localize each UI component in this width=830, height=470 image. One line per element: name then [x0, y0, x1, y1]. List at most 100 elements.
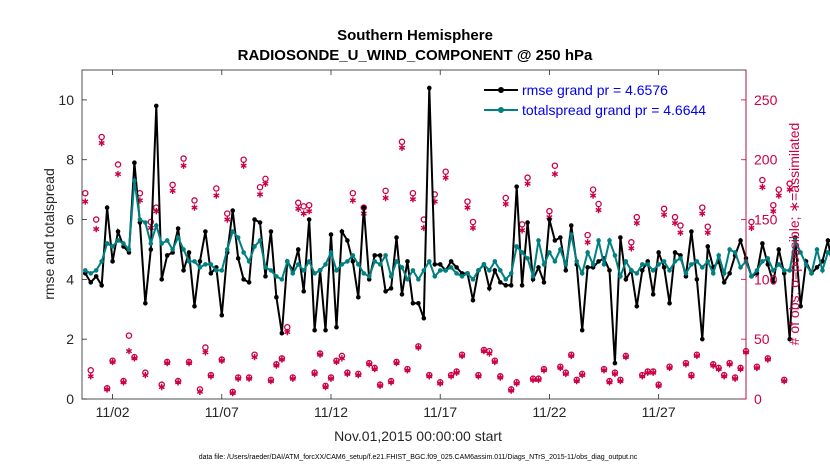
x-axis: 11/02 11/07 11/12 11/17 11/22 11/27	[96, 70, 676, 420]
series-point-totalspread	[110, 244, 115, 249]
series-point-totalspread	[121, 241, 126, 246]
obs-assimilated-marker	[393, 359, 400, 367]
series-point-totalspread	[492, 259, 498, 264]
obs-assimilated-marker	[366, 361, 373, 368]
series-point-rmse	[219, 312, 225, 318]
series-point-totalspread	[345, 259, 350, 264]
series-point-rmse	[88, 280, 94, 285]
obs-assimilated-marker	[256, 191, 264, 198]
series-point-totalspread	[568, 232, 574, 237]
obs-assimilated-marker	[699, 210, 706, 217]
obs-assimilated-marker	[191, 204, 198, 211]
obs-assimilated-marker	[513, 380, 520, 387]
series-point-totalspread	[656, 262, 661, 267]
legend-marker-rmse	[498, 87, 504, 93]
obs-assimilated-marker	[764, 356, 771, 363]
series-point-totalspread	[361, 271, 367, 276]
obs-assimilated-marker	[240, 162, 247, 169]
series-point-totalspread	[268, 268, 274, 273]
obs-assimilated-marker	[295, 205, 302, 212]
series-point-rmse	[639, 268, 645, 273]
obs-assimilated-marker	[726, 361, 733, 368]
obs-assimilated-marker	[273, 362, 280, 369]
obs-assimilated-marker	[518, 227, 526, 234]
obs-assimilated-marker	[251, 353, 258, 361]
series-point-totalspread	[235, 235, 241, 240]
obs-assimilated-marker	[349, 197, 356, 204]
obs-assimilated-marker	[371, 365, 378, 373]
obs-assimilated-marker	[82, 198, 89, 205]
obs-possible-marker	[213, 185, 220, 192]
series-point-rmse	[798, 303, 803, 309]
series-point-rmse	[771, 280, 776, 285]
series-point-rmse	[487, 286, 492, 291]
obs-assimilated-marker	[344, 370, 351, 378]
obs-assimilated-marker	[448, 373, 455, 380]
series-point-rmse	[110, 259, 115, 264]
legend-marker-totalspread	[498, 107, 504, 113]
series-point-rmse	[99, 283, 104, 288]
series-point-rmse	[263, 274, 268, 279]
y-right-tick-label: 200	[754, 152, 778, 168]
obs-assimilated-marker	[633, 219, 640, 227]
series-point-rmse	[618, 235, 623, 240]
obs-assimilated-marker	[196, 388, 204, 395]
series-point-totalspread	[454, 271, 459, 276]
obs-assimilated-marker	[202, 349, 209, 356]
obs-assimilated-marker	[442, 174, 449, 181]
series-point-totalspread	[798, 250, 803, 255]
series-point-totalspread	[552, 259, 558, 264]
x-axis-label: Nov.01,2015 00:00:00 start	[334, 428, 502, 444]
line-layer	[82, 85, 830, 366]
series-point-totalspread	[563, 262, 569, 267]
series-point-totalspread	[175, 235, 181, 240]
series-point-rmse	[508, 283, 514, 288]
obs-assimilated-marker	[437, 380, 444, 387]
series-point-totalspread	[126, 247, 132, 252]
obs-possible-marker	[92, 216, 100, 223]
series-point-totalspread	[781, 268, 787, 273]
series-point-totalspread	[290, 271, 296, 276]
obs-possible-marker	[775, 186, 783, 193]
obs-assimilated-marker	[409, 196, 417, 203]
y-right-tick-label: 100	[754, 271, 778, 287]
obs-possible-marker	[82, 189, 89, 197]
series-point-rmse	[230, 208, 236, 213]
obs-possible-marker	[699, 204, 706, 211]
series-point-totalspread	[257, 238, 263, 243]
series-point-totalspread	[443, 268, 448, 273]
series-point-totalspread	[295, 262, 301, 267]
series-point-totalspread	[432, 274, 438, 279]
series-point-totalspread	[164, 238, 170, 243]
obs-possible-marker	[240, 156, 247, 163]
series-point-rmse	[181, 268, 186, 273]
obs-assimilated-marker	[693, 352, 700, 360]
series-point-rmse	[656, 250, 661, 255]
series-point-totalspread	[285, 259, 290, 264]
series-point-rmse	[525, 220, 530, 225]
series-point-totalspread	[416, 277, 421, 282]
series-point-totalspread	[803, 262, 809, 267]
series-point-totalspread	[328, 250, 334, 255]
obs-assimilated-marker	[786, 186, 793, 193]
obs-assimilated-marker	[153, 208, 160, 215]
series-point-totalspread	[727, 247, 732, 252]
y-right-tick-label: 250	[754, 92, 778, 108]
obs-assimilated-marker	[579, 371, 586, 379]
series-point-totalspread	[716, 253, 721, 258]
series-point-totalspread	[437, 268, 443, 273]
series-point-totalspread	[667, 268, 672, 273]
series-point-totalspread	[192, 259, 197, 264]
obs-assimilated-marker	[666, 364, 673, 372]
series-point-totalspread	[585, 250, 590, 255]
obs-assimilated-marker	[125, 347, 133, 355]
series-point-rmse	[667, 300, 672, 306]
series-point-totalspread	[246, 259, 252, 264]
series-point-totalspread	[541, 262, 547, 267]
obs-assimilated-marker	[338, 355, 346, 362]
series-point-rmse	[295, 247, 301, 252]
obs-assimilated-marker	[475, 373, 482, 380]
obs-possible-marker	[223, 210, 231, 217]
series-point-rmse	[623, 277, 629, 282]
series-point-rmse	[432, 262, 438, 267]
